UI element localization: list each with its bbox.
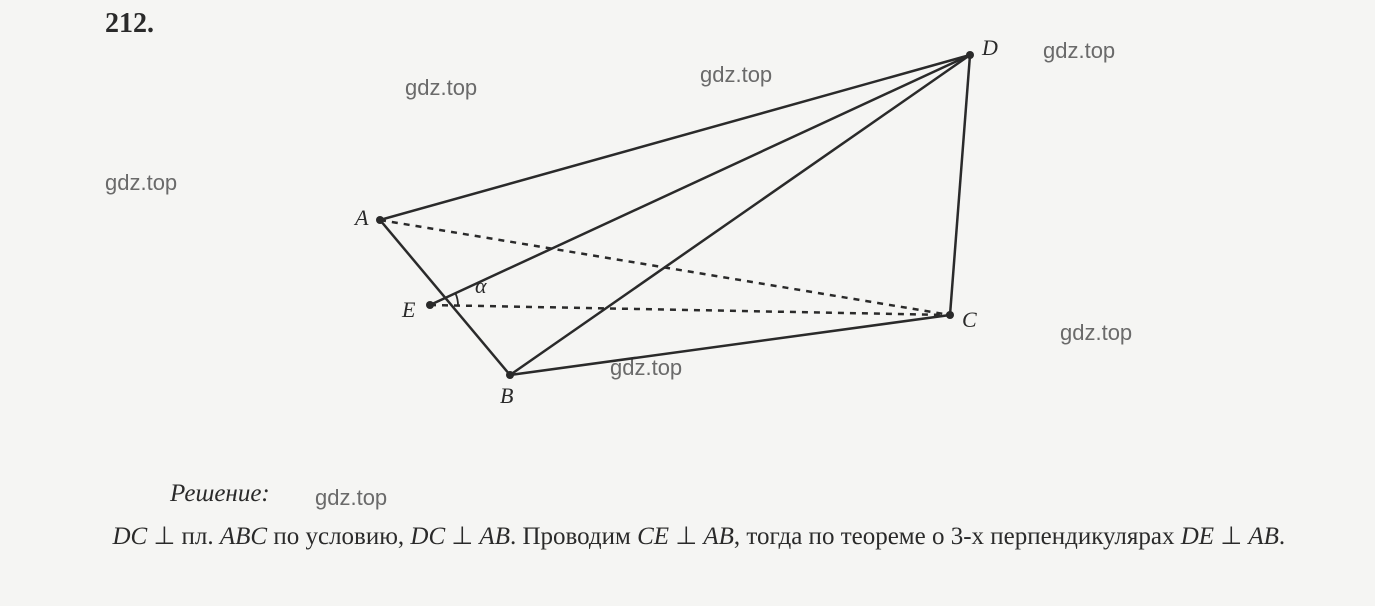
watermark: gdz.top (1060, 320, 1132, 346)
solution-fragment: AB (703, 523, 734, 550)
watermark: gdz.top (105, 170, 177, 196)
solid-edges (380, 55, 970, 375)
angle-marker: α (455, 273, 487, 306)
solution-fragment: AB (1248, 523, 1279, 550)
solution-fragment: по условию, (267, 523, 410, 550)
solution-fragment: ABC (220, 523, 267, 550)
solution-fragment: DC (113, 523, 148, 550)
solution-fragment: ⊥ (445, 523, 479, 550)
watermark: gdz.top (1043, 38, 1115, 64)
solution-fragment: ⊥ пл. (147, 523, 220, 550)
svg-text:B: B (500, 383, 513, 408)
solution-fragment: , тогда по теореме о 3-х перпендикулярах (734, 523, 1181, 550)
dashed-edges (380, 220, 950, 315)
solution-heading: Решение: (170, 480, 270, 508)
problem-number: 212. (105, 8, 154, 40)
watermark: gdz.top (315, 485, 387, 511)
solution-fragment: . Проводим (510, 523, 637, 550)
solution-fragment: CE (637, 523, 669, 550)
geometry-diagram: α A B C D E (320, 30, 1040, 430)
svg-text:A: A (353, 205, 369, 230)
vertex-points (376, 51, 974, 379)
solution-body: DC ⊥ пл. ABC по условию, DC ⊥ AB. Провод… (75, 518, 1315, 556)
svg-text:D: D (981, 35, 998, 60)
solution-fragment: DC (410, 523, 445, 550)
solution-fragment: ⊥ (669, 523, 703, 550)
solution-fragment: DE (1181, 523, 1214, 550)
solution-fragment: AB (479, 523, 510, 550)
svg-text:α: α (475, 273, 487, 298)
solution-fragment: . (1279, 523, 1285, 550)
svg-text:E: E (401, 297, 416, 322)
diagram-svg: α A B C D E (320, 30, 1040, 430)
solution-fragment: ⊥ (1214, 523, 1248, 550)
svg-text:C: C (962, 307, 977, 332)
